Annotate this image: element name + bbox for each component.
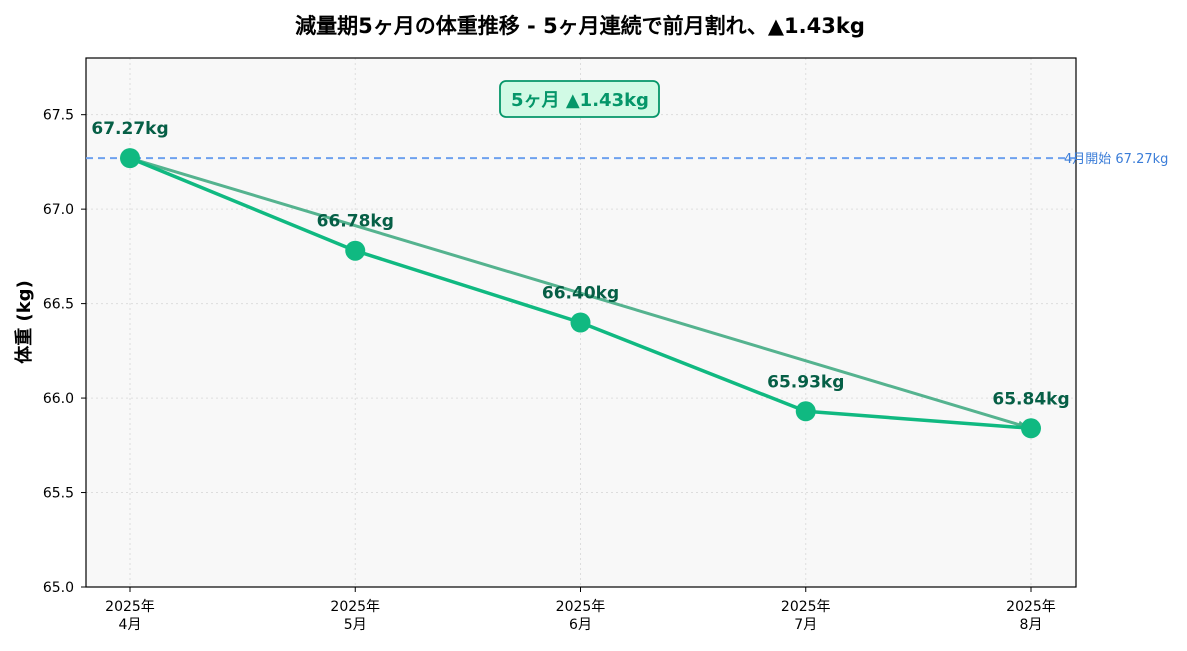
annotation-box-frame: [499, 80, 660, 118]
data-points: [120, 148, 1041, 439]
data-point: [570, 312, 591, 333]
y-axis-label: 体重 (kg): [13, 280, 35, 364]
data-point: [345, 240, 366, 261]
chart-title: 減量期5ヶ月の体重推移 - 5ヶ月連続で前月割れ、▲1.43kg: [295, 14, 865, 38]
trend-arrow: [129, 156, 1029, 429]
data-labels: 67.27kg 66.78kg 66.40kg 65.93kg 65.84kg: [91, 119, 1069, 409]
reference-line-label: 4月開始 67.27kg: [1064, 152, 1168, 167]
y-tick-label: 67.0: [43, 202, 74, 218]
data-label: 67.27kg: [91, 119, 168, 139]
y-tick-label: 67.5: [43, 108, 74, 124]
x-tick-label: 2025年 4月: [105, 599, 155, 633]
y-tick-label: 65.0: [43, 580, 74, 596]
y-tick-label: 66.5: [43, 297, 74, 313]
data-label: 66.78kg: [317, 212, 394, 232]
x-tick-label: 2025年 7月: [781, 599, 831, 633]
data-label: 66.40kg: [542, 284, 619, 304]
x-tick-label: 2025年 5月: [330, 599, 380, 633]
annotation-box-text: 5ヶ月 ▲1.43kg: [511, 90, 649, 111]
axis-ticks: 65.0 65.5 66.0 66.5 67.0 67.5 2025年 4月 2025年 5月 20…: [43, 108, 1056, 633]
data-point: [1021, 418, 1041, 439]
x-tick-label: 2025年 8月: [1006, 599, 1056, 633]
y-tick-label: 66.0: [43, 391, 74, 407]
data-label: 65.93kg: [767, 372, 844, 392]
x-tick-label: 2025年 6月: [556, 599, 606, 633]
annotation-box: 5ヶ月 ▲1.43kg: [499, 80, 660, 118]
data-point: [795, 401, 816, 422]
y-tick-label: 65.5: [43, 486, 74, 502]
data-point: [120, 148, 140, 169]
data-label: 65.84kg: [992, 389, 1069, 409]
